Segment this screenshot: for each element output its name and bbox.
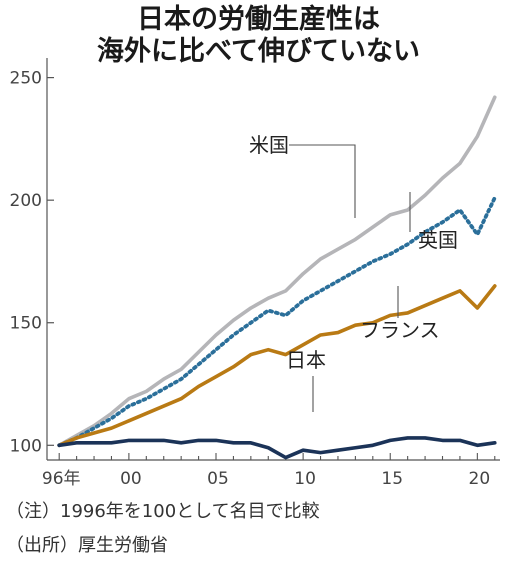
series-label-フランス: フランス (360, 318, 440, 342)
x-tick-label: 00 (120, 469, 142, 489)
chart-title-line-2: 海外に比べて伸びていない (97, 36, 420, 67)
y-tick-label: 250 (10, 69, 42, 89)
x-tick-label: 05 (207, 469, 229, 489)
series-label-英国: 英国 (418, 228, 458, 252)
x-tick-label: 96年 (42, 469, 81, 489)
series-leader-line-米国 (289, 144, 356, 218)
series-label-米国: 米国 (249, 133, 289, 157)
x-tick-label: 15 (381, 469, 403, 489)
series-line-米国 (57, 95, 497, 448)
y-tick-label: 200 (10, 191, 42, 211)
series-line-フランス (57, 284, 497, 448)
y-tick-label: 150 (10, 314, 42, 334)
series-line-日本 (57, 436, 497, 460)
series-label-日本: 日本 (286, 348, 326, 372)
series-line-英国 (57, 195, 497, 448)
y-tick-label: 100 (10, 436, 42, 456)
chart-source: （出所）厚生労働省 (6, 535, 168, 556)
chart-note: （注）1996年を100として名目で比較 (6, 501, 320, 522)
chart-title-line-1: 日本の労働生産性は (137, 4, 380, 35)
x-tick-label: 10 (294, 469, 316, 489)
x-tick-label: 20 (469, 469, 491, 489)
